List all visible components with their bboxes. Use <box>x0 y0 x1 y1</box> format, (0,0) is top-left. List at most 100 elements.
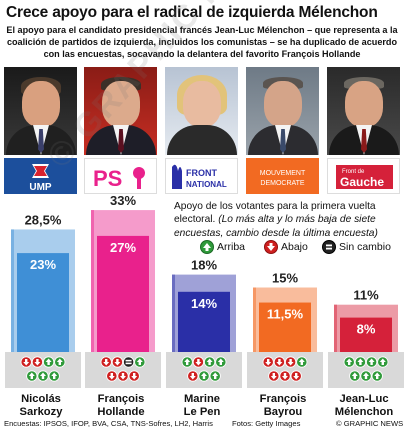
legend-down-label: Abajo <box>281 241 308 253</box>
change-up-icon <box>360 370 372 382</box>
change-down-icon <box>273 356 285 368</box>
label-high: 11% <box>353 288 379 303</box>
ps-logo-text: PS <box>93 166 122 191</box>
photo-melenchon <box>327 67 400 155</box>
change-up-icon <box>181 356 193 368</box>
arrow-up-glyph <box>212 372 219 379</box>
change-up-icon <box>42 356 55 368</box>
arrow-down-glyph <box>282 373 288 380</box>
arrow-up-glyph <box>351 372 358 379</box>
change-down-icon <box>128 370 140 382</box>
label-low: 27% <box>110 240 136 255</box>
footer-credit: © GRAPHIC NEWS <box>336 419 404 428</box>
arrow-up-glyph <box>40 372 46 379</box>
bar-high <box>11 229 75 352</box>
svg-text:NATIONAL: NATIONAL <box>186 180 227 189</box>
logo-front-de-gauche: Front de Gauche <box>327 158 400 194</box>
label-low: 14% <box>191 296 217 311</box>
arrow-down-glyph <box>293 373 300 380</box>
footer-photos: Fotos: Getty Images <box>232 419 301 428</box>
candidate-name-sarkozy: Nicolás Sarkozy <box>19 393 63 418</box>
label-high: 15% <box>272 271 298 286</box>
logo-ps: PS <box>84 158 157 194</box>
candidate-name-bayrou: François Bayrou <box>259 393 307 418</box>
arrow-down-glyph <box>287 359 294 366</box>
change-up-icon <box>204 356 216 368</box>
label-high: 18% <box>191 258 217 273</box>
change-down-icon <box>111 356 124 368</box>
ump-logo-text: UMP <box>29 182 52 193</box>
legend-keys: Arriba Abajo Sin cambio <box>200 240 400 256</box>
footer-sources: Encuestas: IPSOS, IFOP, BVA, CSA, TNS-So… <box>4 419 213 428</box>
legend-up-label: Arriba <box>217 241 246 253</box>
svg-text:Gauche: Gauche <box>340 175 384 189</box>
bar-high-edge <box>11 229 14 352</box>
arrow-up-glyph <box>206 358 213 365</box>
photo-sarkozy <box>4 67 77 155</box>
arrow-up-glyph <box>346 358 353 365</box>
arrow-down-glyph <box>276 359 283 366</box>
bar-high-edge <box>172 274 175 352</box>
change-up-icon <box>354 356 366 368</box>
change-strip <box>166 352 242 388</box>
change-up-icon <box>134 356 146 368</box>
arrow-down-glyph <box>270 373 277 380</box>
arrow-down-glyph <box>131 373 138 380</box>
arrow-up-glyph <box>217 358 224 365</box>
svg-text:DEMOCRATE: DEMOCRATE <box>260 180 305 187</box>
arrow-down-icon <box>264 240 278 254</box>
arrow-down-glyph <box>23 359 30 366</box>
arrow-down-glyph <box>120 373 126 380</box>
candidate-name-melenchon: Jean-Luc Mélenchon <box>334 393 394 418</box>
photo-bayrou <box>246 67 319 155</box>
same-glyph-bottom <box>125 362 132 365</box>
arrow-up-glyph <box>184 358 191 365</box>
legend-text-italic: (Lo más alta y lo más baja de siete encu… <box>174 214 378 239</box>
arrow-up-glyph <box>201 372 207 379</box>
bar-low <box>340 317 392 352</box>
photo-le-pen <box>165 67 238 155</box>
change-down-icon <box>268 370 280 382</box>
bar-high-edge <box>91 210 94 352</box>
change-up-icon <box>215 356 227 368</box>
change-strip <box>328 352 404 388</box>
intro-text: El apoyo para el candidato presidencial … <box>6 25 398 60</box>
page-title: Crece apoyo para el radical de izquierda… <box>6 4 378 21</box>
legend-same: Sin cambio <box>322 240 391 254</box>
change-strip <box>5 352 81 388</box>
arrow-up-glyph <box>51 372 58 379</box>
arrow-up-glyph <box>357 358 364 365</box>
arrow-up-glyph <box>136 358 143 365</box>
change-same-icon <box>123 356 135 368</box>
change-up-icon <box>377 356 389 368</box>
change-up-icon <box>54 356 66 368</box>
label-low: 11,5% <box>267 307 304 322</box>
same-glyph-top <box>125 359 132 362</box>
arrow-up-icon <box>200 240 214 254</box>
svg-text:Front de: Front de <box>342 169 365 175</box>
change-down-icon <box>20 356 32 368</box>
change-up-icon <box>296 356 308 368</box>
label-high: 33% <box>110 193 136 208</box>
arrow-up-glyph <box>379 358 386 365</box>
arrow-down-glyph <box>103 359 110 366</box>
change-down-icon <box>187 370 199 382</box>
change-up-icon <box>343 356 355 368</box>
bar-low <box>17 253 69 352</box>
change-down-icon <box>284 356 297 368</box>
svg-text:FRONT: FRONT <box>186 168 217 178</box>
candidate-name-le-pen: Marine Le Pen <box>183 393 221 418</box>
change-down-icon <box>117 370 129 382</box>
logo-ump: UMP <box>4 158 77 194</box>
label-high: 28,5% <box>25 212 62 227</box>
label-low: 8% <box>357 322 376 337</box>
arrow-down-glyph <box>195 359 202 366</box>
arrow-down-glyph <box>189 373 196 380</box>
arrow-up-glyph <box>368 358 375 365</box>
bar-high <box>91 210 155 352</box>
bar-low <box>178 291 230 352</box>
change-up-icon <box>37 370 49 382</box>
arrow-up-glyph <box>374 372 381 379</box>
bar-high-edge <box>253 287 256 352</box>
change-down-icon <box>192 356 204 368</box>
